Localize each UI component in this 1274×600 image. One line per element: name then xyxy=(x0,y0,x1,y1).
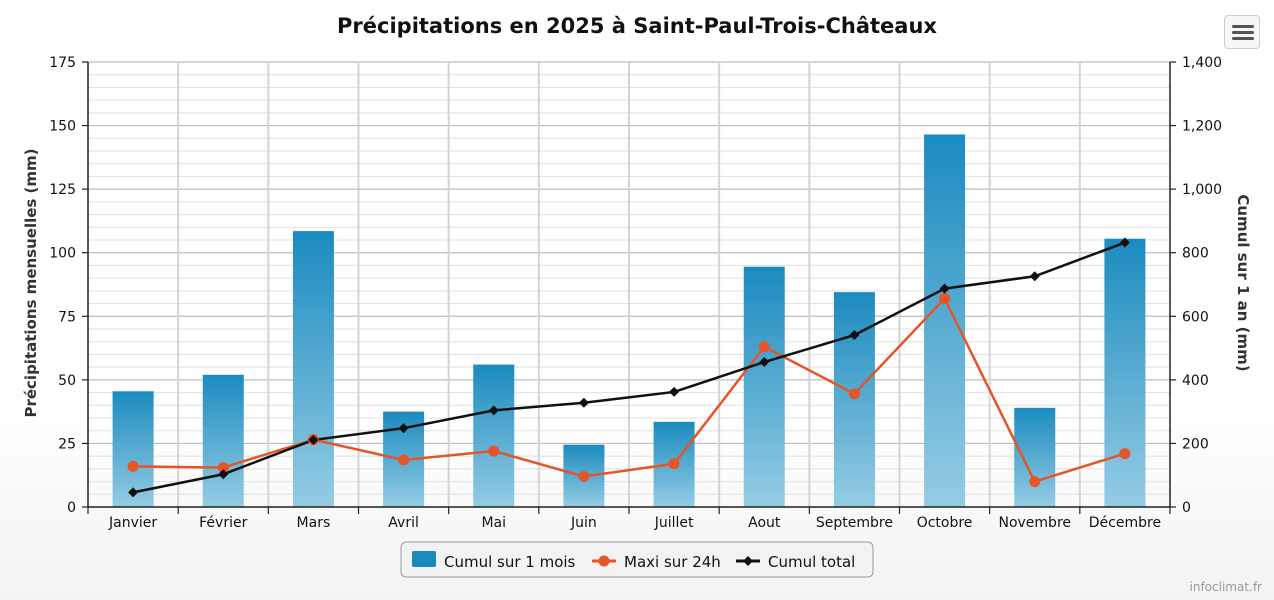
x-tick-label-7: Juillet xyxy=(654,515,694,531)
point-cumul-total-11 xyxy=(1029,271,1040,282)
point-cumul-total-9 xyxy=(849,330,860,341)
credit-text[interactable]: infoclimat.fr xyxy=(1189,580,1263,594)
chart-title: Précipitations en 2025 à Saint-Paul-Troi… xyxy=(337,14,937,38)
point-maxi-24h-7 xyxy=(668,458,680,470)
y-right-tick-label: 1,000 xyxy=(1182,182,1222,198)
y-right-tick-label: 800 xyxy=(1182,246,1209,262)
bar-2 xyxy=(202,374,244,507)
point-cumul-total-8 xyxy=(759,357,770,368)
hamburger-menu-icon[interactable] xyxy=(1224,15,1260,49)
legend-cumul-swatch-diamond xyxy=(743,556,753,566)
bar-3 xyxy=(292,231,334,507)
y-left-tick-label: 0 xyxy=(67,500,76,516)
y-left-tick-label: 150 xyxy=(49,119,76,135)
y-left-tick-label: 25 xyxy=(58,436,76,452)
point-maxi-24h-6 xyxy=(578,470,590,482)
y-right-tick-label: 1,400 xyxy=(1182,55,1222,71)
legend: Cumul sur 1 mois Maxi sur 24h Cumul tota… xyxy=(400,541,874,578)
bar-12 xyxy=(1104,238,1146,507)
bar-9 xyxy=(833,292,875,507)
legend-item-cumul-mois[interactable]: Cumul sur 1 mois xyxy=(412,551,576,571)
point-cumul-total-4 xyxy=(398,423,409,434)
point-cumul-total-6 xyxy=(578,397,589,408)
y-left-tick-label: 175 xyxy=(49,55,76,71)
y-axis-right-title: Cumul sur 1 an (mm) xyxy=(1234,194,1252,371)
x-tick-label-2: Février xyxy=(199,515,247,531)
legend-item-cumul-total[interactable]: Cumul total xyxy=(736,553,855,571)
x-tick-label-6: Juin xyxy=(570,515,597,531)
x-tick-label-4: Avril xyxy=(388,515,419,531)
y-left-tick-label: 75 xyxy=(58,309,76,325)
point-cumul-total-12 xyxy=(1119,237,1130,248)
bar-11 xyxy=(1014,407,1056,507)
bar-5 xyxy=(473,364,515,507)
y-left-tick-label: 125 xyxy=(49,182,76,198)
point-maxi-24h-9 xyxy=(848,388,860,400)
x-tick-label-12: Décembre xyxy=(1089,515,1161,531)
point-maxi-24h-1 xyxy=(127,460,139,472)
axis-labels: Janvier Février Mars Avril Mai Juin Juillet Aou… xyxy=(49,55,1222,531)
y-right-tick-label: 0 xyxy=(1182,500,1191,516)
point-maxi-24h-5 xyxy=(488,445,500,457)
y-axis-left-title: Précipitations mensuelles (mm) xyxy=(22,148,40,417)
x-tick-label-11: Novembre xyxy=(998,515,1071,531)
point-maxi-24h-8 xyxy=(758,341,770,353)
point-maxi-24h-10 xyxy=(939,292,951,304)
y-left-tick-label: 100 xyxy=(49,246,76,262)
line-cumul-total xyxy=(132,241,1126,494)
y-right-tick-label: 400 xyxy=(1182,373,1209,389)
x-tick-label-3: Mars xyxy=(297,515,331,531)
legend-max-swatch-dot xyxy=(598,555,610,567)
x-tick-label-10: Octobre xyxy=(917,515,973,531)
point-cumul-total-3 xyxy=(308,434,319,445)
x-tick-label-5: Mai xyxy=(481,515,506,531)
point-cumul-total-1 xyxy=(128,487,139,498)
bar-8 xyxy=(743,266,785,507)
legend-box xyxy=(400,541,874,578)
bar-series xyxy=(112,134,1146,507)
point-cumul-total-5 xyxy=(488,405,499,416)
legend-label-cumul-total: Cumul total xyxy=(768,553,855,571)
y-left-tick-label: 50 xyxy=(58,373,76,389)
y-right-tick-label: 200 xyxy=(1182,436,1209,452)
legend-label-cumul-mois: Cumul sur 1 mois xyxy=(444,553,576,571)
x-tick-label-8: Aout xyxy=(748,515,781,531)
point-cumul-total-10 xyxy=(939,283,950,294)
line-series xyxy=(127,237,1131,498)
y-right-tick-label: 600 xyxy=(1182,309,1209,325)
legend-item-maxi-24h[interactable]: Maxi sur 24h xyxy=(592,553,721,571)
bar-10 xyxy=(924,134,966,507)
axes xyxy=(82,61,1176,514)
point-cumul-total-2 xyxy=(218,469,229,480)
point-maxi-24h-12 xyxy=(1119,448,1131,460)
y-right-tick-label: 1,200 xyxy=(1182,119,1222,135)
point-cumul-total-7 xyxy=(669,386,680,397)
x-tick-label-9: Septembre xyxy=(816,515,893,531)
point-maxi-24h-4 xyxy=(398,454,410,466)
x-tick-label-1: Janvier xyxy=(108,515,157,531)
legend-bar-swatch xyxy=(412,551,436,567)
grid-lines xyxy=(88,61,1170,508)
point-maxi-24h-2 xyxy=(217,462,229,474)
line-maxi-24h xyxy=(133,296,1126,484)
point-maxi-24h-11 xyxy=(1029,476,1041,488)
legend-label-maxi-24h: Maxi sur 24h xyxy=(624,553,721,571)
